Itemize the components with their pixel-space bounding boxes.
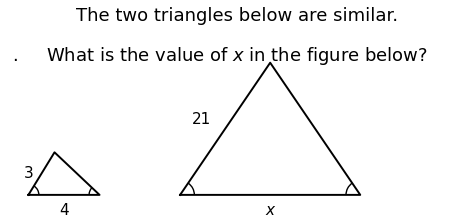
Text: What is the value of x in the figure below?: What is the value of x in the figure bel…	[14, 47, 396, 65]
Text: x: x	[266, 203, 274, 218]
Text: The two triangles below are similar.: The two triangles below are similar.	[76, 7, 398, 25]
Text: 3: 3	[23, 166, 33, 181]
Text: 4: 4	[59, 203, 69, 218]
Text: 21: 21	[192, 112, 211, 127]
Text: What is the value of $\mathit{x}$ in the figure below?: What is the value of $\mathit{x}$ in the…	[46, 45, 428, 67]
Text: .: .	[12, 47, 18, 65]
